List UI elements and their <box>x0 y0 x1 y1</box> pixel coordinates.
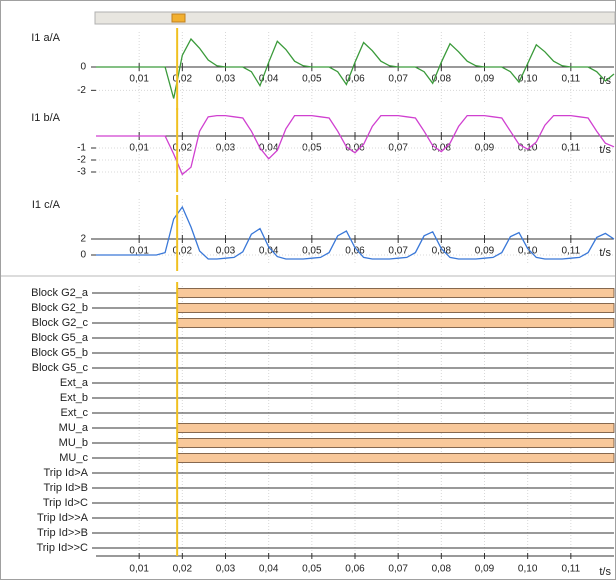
signal-name: Block G5_b <box>31 347 88 359</box>
x-tick-label: 0,01 <box>129 246 149 257</box>
y-tick-label: 2 <box>80 234 86 245</box>
signal-name: Trip Id>>C <box>36 542 88 554</box>
x-tick-label: 0,11 <box>561 246 580 257</box>
signal-active <box>176 288 615 298</box>
x-tick-label: 0,10 <box>518 564 538 575</box>
x-axis-label: t/s <box>599 566 611 578</box>
x-tick-label: 0,01 <box>129 564 149 575</box>
x-tick-label: 0,06 <box>345 143 365 154</box>
x-tick-label: 0,03 <box>216 246 236 257</box>
signal-name: MU_b <box>59 437 88 449</box>
x-tick-label: 0,05 <box>302 246 322 257</box>
x-tick-label: 0,02 <box>173 74 193 85</box>
x-tick-label: 0,10 <box>518 74 538 85</box>
x-tick-label: 0,05 <box>302 564 322 575</box>
signal-name: Block G5_c <box>32 362 89 374</box>
x-tick-label: 0,04 <box>259 246 279 257</box>
x-tick-label: 0,11 <box>561 74 580 85</box>
y-tick-label: -2 <box>77 85 86 96</box>
x-tick-label: 0,06 <box>345 74 365 85</box>
x-tick-label: 0,07 <box>388 143 408 154</box>
signal-active <box>176 438 615 448</box>
y-axis-label: I1 b/A <box>31 112 60 124</box>
y-tick-label: -3 <box>77 167 86 178</box>
signal-name: Trip Id>B <box>43 482 88 494</box>
x-axis-label: t/s <box>599 247 611 259</box>
signal-name: Trip Id>C <box>43 497 88 509</box>
signal-name: Trip Id>>B <box>37 527 88 539</box>
y-axis-label: I1 c/A <box>32 199 61 211</box>
signal-name: Trip Id>>A <box>37 512 89 524</box>
y-tick-label: -1 <box>77 143 86 154</box>
x-tick-label: 0,01 <box>129 74 149 85</box>
x-tick-label: 0,03 <box>216 74 236 85</box>
x-tick-label: 0,09 <box>475 246 495 257</box>
scrollbar[interactable] <box>94 11 616 25</box>
x-tick-label: 0,02 <box>173 143 193 154</box>
x-tick-label: 0,10 <box>518 246 538 257</box>
x-tick-label: 0,08 <box>432 246 452 257</box>
signal-name: Trip Id>A <box>43 467 88 479</box>
x-tick-label: 0,02 <box>173 564 193 575</box>
signal-name: Block G5_a <box>31 332 89 344</box>
signal-name: MU_a <box>59 422 89 434</box>
signal-name: MU_c <box>59 452 88 464</box>
signal-name: Ext_a <box>60 377 89 389</box>
signal-name: Ext_b <box>60 392 88 404</box>
scrollbar-thumb[interactable] <box>171 13 186 23</box>
waveform <box>96 205 615 260</box>
signal-name: Block G2_a <box>31 287 89 299</box>
x-tick-label: 0,08 <box>432 564 452 575</box>
y-axis-label: I1 a/A <box>31 32 60 44</box>
signal-name: Block G2_b <box>31 302 88 314</box>
signal-active <box>176 303 615 313</box>
x-tick-label: 0,09 <box>475 564 495 575</box>
x-tick-label: 0,04 <box>259 74 279 85</box>
x-tick-label: 0,11 <box>561 143 580 154</box>
x-tick-label: 0,06 <box>345 564 365 575</box>
x-tick-label: 0,11 <box>561 564 580 575</box>
x-tick-label: 0,06 <box>345 246 365 257</box>
x-tick-label: 0,03 <box>216 564 236 575</box>
x-tick-label: 0,07 <box>388 564 408 575</box>
x-axis-label: t/s <box>599 144 611 156</box>
signal-name: Ext_c <box>60 407 88 419</box>
waveform <box>96 114 615 176</box>
x-tick-label: 0,09 <box>475 74 495 85</box>
x-tick-label: 0,05 <box>302 74 322 85</box>
x-tick-label: 0,07 <box>388 74 408 85</box>
signal-active <box>176 423 615 433</box>
waveform <box>96 37 615 99</box>
x-tick-label: 0,01 <box>129 143 149 154</box>
x-tick-label: 0,08 <box>432 74 452 85</box>
y-tick-label: 0 <box>80 62 86 73</box>
signal-name: Block G2_c <box>32 317 89 329</box>
x-tick-label: 0,02 <box>173 246 193 257</box>
signal-active <box>176 318 615 328</box>
x-tick-label: 0,09 <box>475 143 495 154</box>
x-tick-label: 0,04 <box>259 564 279 575</box>
y-tick-label: 0 <box>80 250 86 261</box>
x-tick-label: 0,10 <box>518 143 538 154</box>
signal-active <box>176 453 615 463</box>
x-tick-label: 0,04 <box>259 143 279 154</box>
y-tick-label: -2 <box>77 155 86 166</box>
x-tick-label: 0,07 <box>388 246 408 257</box>
